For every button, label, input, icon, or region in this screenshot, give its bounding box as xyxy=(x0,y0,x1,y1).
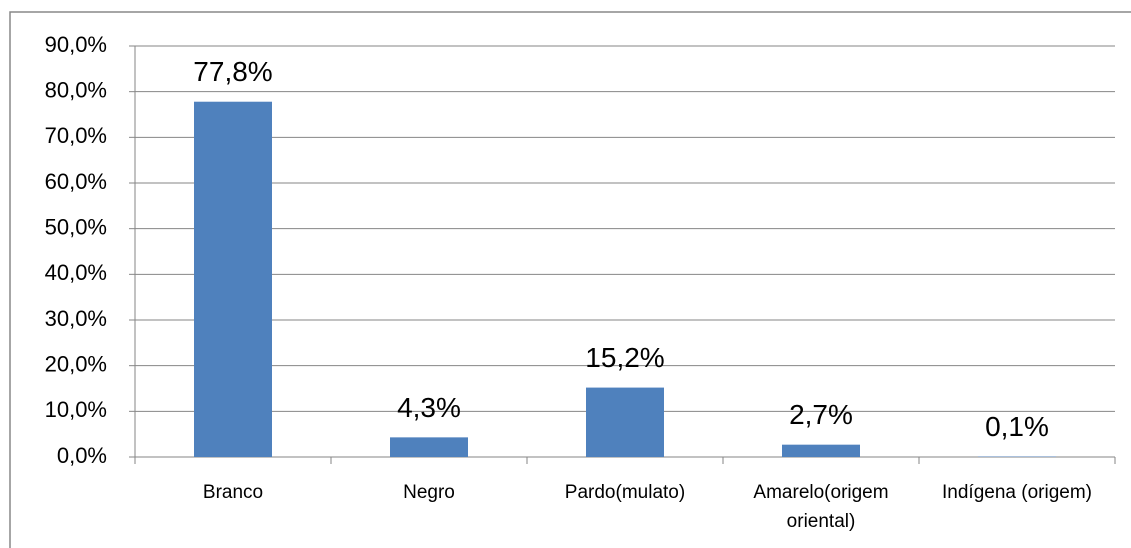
bar xyxy=(194,101,272,458)
y-tick-label: 80,0% xyxy=(45,77,107,102)
x-tick-label: Negro xyxy=(403,482,455,503)
y-tick-label: 20,0% xyxy=(45,351,107,376)
bar xyxy=(782,444,860,457)
y-tick-label: 40,0% xyxy=(45,260,107,285)
value-label: 4,3% xyxy=(397,392,461,423)
bar xyxy=(390,437,468,457)
y-tick-label: 70,0% xyxy=(45,123,107,148)
y-tick-label: 30,0% xyxy=(45,306,107,331)
x-tick-label: Pardo(mulato) xyxy=(564,482,686,503)
y-tick-label: 90,0% xyxy=(45,32,107,57)
value-label: 2,7% xyxy=(789,399,853,430)
y-tick-label: 50,0% xyxy=(45,214,107,239)
value-label: 15,2% xyxy=(585,342,664,373)
y-tick-label: 0,0% xyxy=(57,443,107,468)
value-label: 0,1% xyxy=(985,411,1049,442)
x-tick-label: Amarelo(origem oriental) xyxy=(753,482,889,532)
x-tick-label: Branco xyxy=(202,482,264,503)
y-tick-label: 10,0% xyxy=(45,397,107,422)
x-tick-label: Indígena (origem) xyxy=(942,482,1092,503)
value-label: 77,8% xyxy=(193,56,272,87)
y-tick-label: 60,0% xyxy=(45,169,107,194)
bar xyxy=(586,387,664,457)
chart-frame xyxy=(9,11,1131,548)
